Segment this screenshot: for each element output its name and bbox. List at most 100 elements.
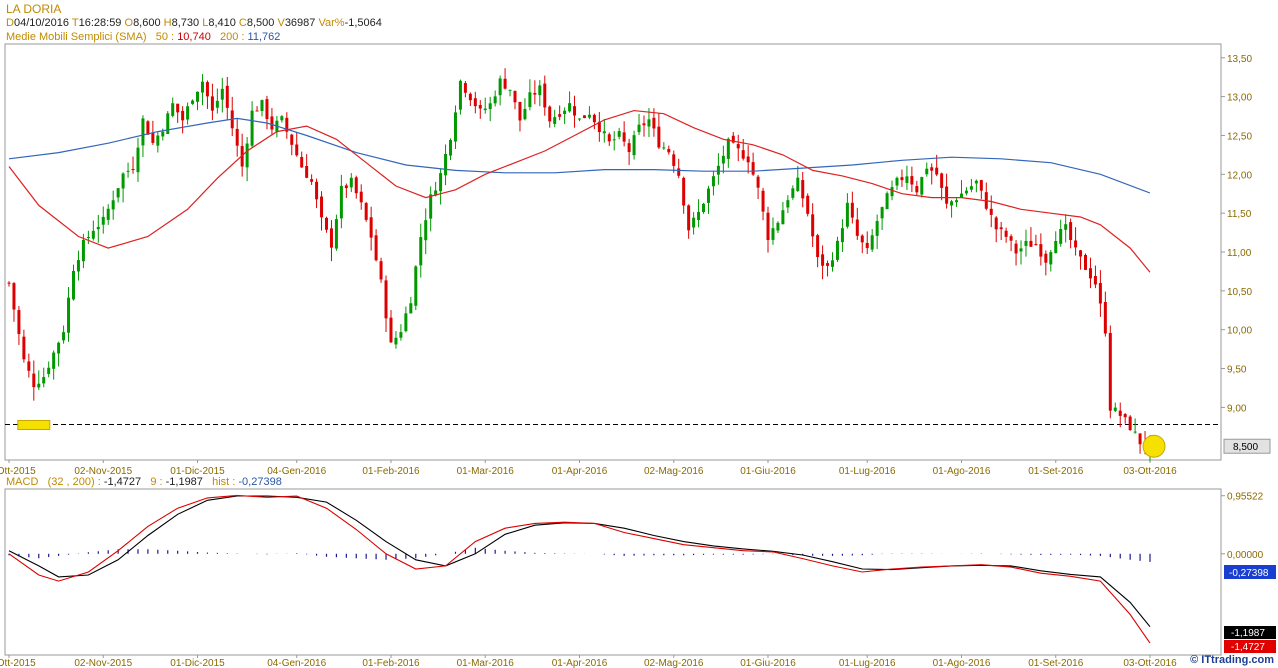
candle-body (548, 106, 552, 122)
candle (81, 233, 85, 269)
last-price-box (1223, 438, 1271, 454)
candle (582, 115, 586, 119)
candle-body (374, 235, 378, 261)
candle-body (940, 173, 944, 188)
candle-body (47, 367, 51, 375)
candle (503, 68, 507, 90)
candle (349, 173, 353, 193)
candle (860, 234, 864, 254)
candle (1039, 233, 1043, 266)
candle (826, 260, 830, 277)
candle (682, 176, 686, 214)
candle-body (156, 135, 160, 146)
candle-body (573, 106, 577, 116)
candle-body (870, 235, 874, 250)
candle (196, 91, 200, 111)
candle (791, 185, 795, 200)
candle-body (652, 117, 656, 129)
ohlc-key: V (277, 17, 285, 29)
candle-body (796, 177, 800, 191)
candle-body (994, 217, 998, 230)
candle-body (191, 100, 195, 104)
candle-body (488, 103, 492, 110)
candle-body (136, 147, 140, 173)
candle (473, 91, 477, 114)
candle (870, 229, 874, 252)
x-tick-label: 01-Dic-2015 (170, 466, 225, 477)
candle-body (642, 123, 646, 126)
last-price-label: 8,500 (1233, 442, 1258, 453)
candle-body (369, 217, 373, 238)
candle-body (67, 297, 71, 333)
candle-body (816, 235, 820, 258)
candle-body (999, 227, 1003, 230)
candle-body (756, 176, 760, 188)
candle (1128, 415, 1132, 431)
candle (394, 331, 398, 349)
candle (632, 130, 636, 160)
candle-body (255, 110, 259, 112)
candle (602, 118, 606, 143)
candle-body (1088, 268, 1092, 279)
candle (1029, 227, 1033, 247)
candle-body (1024, 240, 1028, 246)
price-y-tick-label: 9,00 (1227, 403, 1247, 414)
candle-body (449, 139, 453, 156)
candle (1093, 265, 1097, 289)
candle (71, 264, 75, 301)
candle-body (458, 80, 462, 110)
candle-body (146, 121, 150, 135)
candle-body (865, 242, 869, 249)
candle (563, 107, 567, 125)
hist-value: -0,27398 (238, 476, 282, 488)
candle (677, 158, 681, 179)
candle (776, 221, 780, 234)
candle-body (826, 263, 830, 266)
candle (444, 144, 448, 186)
candle-body (597, 121, 601, 133)
candle-body (637, 124, 641, 133)
candle-body (726, 138, 730, 159)
macd-value: -1,4727 (103, 476, 142, 488)
candle (1019, 240, 1023, 265)
candle-body (315, 181, 319, 200)
candle-body (706, 188, 710, 203)
candle-body (166, 113, 170, 135)
candle-body (612, 139, 616, 141)
candle (959, 180, 963, 198)
candle-body (37, 383, 41, 388)
candle (821, 245, 825, 280)
candle (205, 80, 209, 109)
candle (220, 77, 224, 113)
macd-line (8, 494, 1151, 644)
candle (404, 306, 408, 333)
candle (191, 99, 195, 105)
ohlc-value: -1,5064 (344, 17, 382, 29)
candle-body (692, 217, 696, 228)
candle (627, 138, 631, 165)
candle-body (910, 176, 914, 185)
candle-body (677, 168, 681, 176)
candle-body (1049, 252, 1053, 265)
candle (578, 118, 581, 122)
candle-body (508, 89, 512, 91)
ohlc-readout: D04/10/2016 T16:28:59 O8,600 H8,730 L8,4… (6, 17, 382, 29)
candle (528, 79, 532, 111)
candle-body (840, 228, 844, 243)
candle (320, 191, 324, 231)
candle (910, 166, 914, 193)
candle-body (57, 342, 61, 354)
candle-body (453, 112, 457, 142)
candle (979, 179, 983, 200)
x-tick-label: 02-Nov-2015 (74, 658, 132, 668)
candle-body (419, 237, 423, 266)
candle-body (885, 193, 889, 210)
candle (17, 306, 21, 345)
candle (250, 101, 254, 149)
x-tick-label: 01-Mar-2016 (457, 658, 515, 668)
x-tick-label: 01-Apr-2016 (552, 466, 608, 477)
candle-body (468, 93, 472, 101)
candle-body (716, 165, 720, 175)
candle (359, 184, 363, 210)
